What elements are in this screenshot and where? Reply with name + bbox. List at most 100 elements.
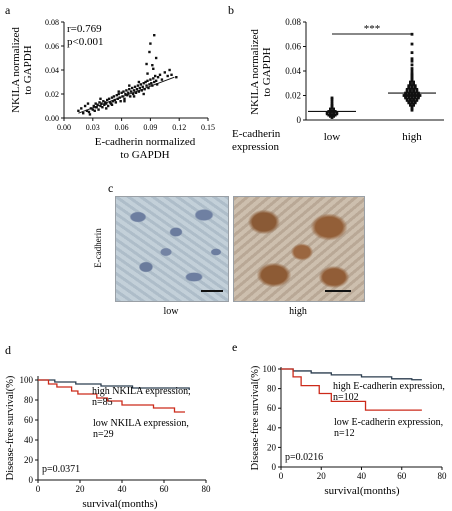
- data-point: [410, 72, 414, 75]
- x-tick-label: 0.06: [115, 123, 129, 132]
- panel-d-km-plot: 0 20 40 60 80 0 20 40 60 80 100: [20, 375, 212, 494]
- histology-image-high: [233, 196, 365, 302]
- scatter-point: [129, 95, 132, 98]
- significance-stars: ***: [364, 23, 381, 35]
- scatter-point: [160, 78, 164, 81]
- scatter-point: [154, 79, 158, 82]
- scatter-point: [102, 100, 105, 103]
- group-label-high: high: [402, 131, 422, 143]
- scatter-point: [94, 102, 97, 105]
- scatter-point: [106, 98, 109, 102]
- scatter-point: [143, 88, 146, 91]
- scatter-point: [111, 100, 115, 103]
- scatter-point: [151, 64, 154, 67]
- scatter-point: [135, 88, 139, 91]
- data-point: [410, 42, 414, 46]
- scatter-point: [133, 85, 137, 88]
- scatter-point: [155, 83, 159, 86]
- stain-label: E-cadherin: [93, 228, 103, 268]
- data-point: [417, 95, 420, 99]
- scatter-point: [128, 88, 131, 91]
- x-tick-label: 0: [36, 484, 41, 494]
- scatter-point: [119, 100, 122, 103]
- scatter-point: [154, 74, 157, 78]
- data-point: [407, 95, 411, 99]
- x-axis-label: survival(months): [324, 485, 399, 497]
- data-point: [327, 113, 331, 117]
- data-point: [405, 97, 409, 101]
- x-tick-label: 0.12: [172, 123, 186, 132]
- x-tick-label: 0.09: [143, 123, 157, 132]
- y-tick-label: 0.02: [45, 90, 59, 99]
- scatter-point: [82, 112, 85, 115]
- data-point: [412, 97, 415, 101]
- y-axis-label-line2: to GAPDH: [22, 45, 34, 94]
- scatter-point: [152, 77, 155, 80]
- scatter-point: [153, 80, 156, 84]
- panel-c-letter: c: [108, 181, 113, 195]
- scatter-point: [128, 84, 131, 87]
- y-tick-label: 100: [263, 364, 277, 374]
- data-point: [409, 80, 412, 84]
- data-point: [330, 102, 334, 106]
- data-point: [409, 94, 412, 97]
- legend-high-line1: high E-cadherin expression,: [333, 381, 445, 392]
- x-tick-label: 80: [202, 484, 212, 494]
- y-tick-label: 0: [29, 475, 34, 485]
- scatter-point: [100, 102, 103, 105]
- y-tick-label: 80: [267, 384, 277, 394]
- data-point: [415, 97, 419, 101]
- scatter-point: [91, 108, 94, 111]
- data-point: [330, 116, 334, 119]
- group-label-low: low: [324, 131, 341, 143]
- scatter-point: [141, 85, 144, 88]
- scatter-point: [134, 91, 138, 94]
- data-point: [405, 94, 409, 97]
- scatter-point: [125, 89, 128, 92]
- y-axis-label-line1: NKILA normalized: [249, 29, 261, 115]
- scatter-point: [88, 113, 92, 116]
- scatter-point: [145, 62, 148, 66]
- y-tick-label: 40: [24, 435, 34, 445]
- legend-high-line1: high NKILA expression,: [92, 386, 191, 397]
- survival-curve-high: [281, 368, 422, 381]
- scatter-point: [166, 74, 169, 78]
- y-tick-label: 20: [267, 442, 277, 452]
- data-point: [410, 67, 414, 70]
- scatter-point: [170, 73, 173, 76]
- data-point: [332, 111, 335, 115]
- legend-low-line2: n=12: [334, 428, 355, 439]
- scatter-point: [142, 82, 145, 85]
- scatter-point: [132, 89, 136, 92]
- x-tick-label: 40: [118, 484, 128, 494]
- data-point: [410, 59, 414, 63]
- data-point: [329, 107, 332, 111]
- scatter-point: [92, 104, 95, 108]
- data-point: [404, 95, 407, 99]
- x-tick-label: 0.15: [201, 123, 215, 132]
- x-tick-label: 20: [76, 484, 86, 494]
- y-axis-label-line2: to GAPDH: [261, 47, 273, 96]
- scatter-point: [101, 106, 104, 109]
- scatter-point: [138, 86, 142, 90]
- stat-r: r=0.769: [67, 23, 102, 35]
- data-point: [410, 51, 414, 55]
- panel-e-km-plot: 0 20 40 60 80 0 20 40 60 80 100: [263, 364, 448, 481]
- scatter-point: [117, 92, 120, 96]
- data-point: [410, 57, 414, 61]
- data-point: [415, 94, 419, 97]
- scatter-point: [163, 71, 166, 74]
- regression-line: [78, 76, 175, 114]
- data-point: [407, 84, 411, 88]
- x-axis-label-line2: to GAPDH: [120, 149, 169, 161]
- legend-low-line2: n=29: [93, 429, 114, 440]
- scatter-point: [117, 90, 120, 93]
- y-tick-label: 0.04: [45, 66, 59, 75]
- scatter-point: [136, 84, 140, 87]
- data-point: [332, 107, 335, 111]
- data-point: [330, 96, 334, 100]
- data-point: [413, 95, 417, 99]
- y-tick-label: 0: [272, 462, 277, 472]
- scatter-point: [153, 34, 156, 37]
